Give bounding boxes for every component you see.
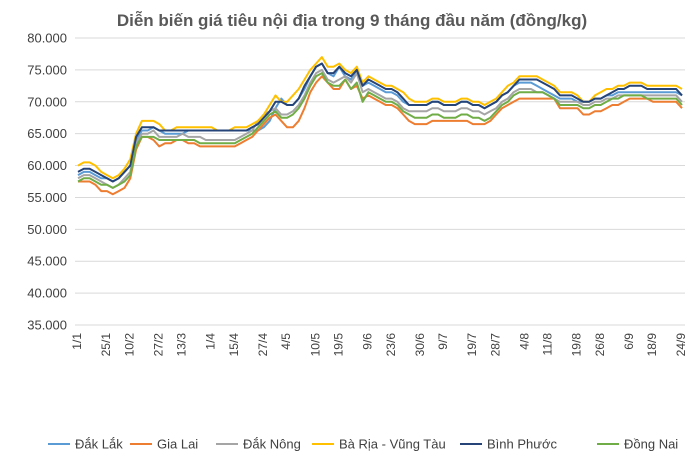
y-tick-label: 75.000 <box>27 62 67 77</box>
x-tick-label: 30/6 <box>413 333 427 357</box>
x-tick-label: 9/7 <box>436 333 450 350</box>
x-tick-label: 1/4 <box>204 333 218 350</box>
x-tick-label: 10/5 <box>308 333 322 357</box>
x-tick-label: 19/8 <box>570 333 584 357</box>
y-tick-label: 45.000 <box>27 254 67 269</box>
legend-item: Đồng Nai <box>597 437 678 452</box>
y-tick-label: 80.000 <box>27 31 67 46</box>
x-tick-label: 19/5 <box>332 333 346 357</box>
x-tick-label: 15/4 <box>227 333 241 357</box>
y-axis-ticks: 35.000 40.000 45.000 50.000 55.000 60.000 65.0… <box>27 31 67 333</box>
series-line-3 <box>77 56 683 180</box>
series-lines <box>77 56 683 196</box>
y-tick-label: 60.000 <box>27 158 67 173</box>
y-tick-label: 50.000 <box>27 222 67 237</box>
x-tick-label: 27/4 <box>256 333 270 357</box>
x-tick-label: 1/1 <box>70 333 84 350</box>
x-tick-label: 9/6 <box>361 333 375 350</box>
y-tick-label: 35.000 <box>27 318 67 333</box>
legend-item: Đắk Lắk <box>48 437 123 452</box>
legend-label: Bà Rịa - Vũng Tàu <box>339 437 446 452</box>
y-tick-label: 40.000 <box>27 286 67 301</box>
y-tick-label: 65.000 <box>27 126 67 141</box>
y-tick-label: 55.000 <box>27 190 67 205</box>
y-tick-label: 70.000 <box>27 94 67 109</box>
x-tick-label: 4/8 <box>517 333 531 350</box>
series-line-4 <box>77 62 683 183</box>
x-tick-label: 19/7 <box>465 333 479 357</box>
x-tick-label: 11/8 <box>541 333 555 356</box>
legend-label: Đồng Nai <box>624 437 678 452</box>
legend-label: Bình Phước <box>487 437 557 452</box>
legend-label: Đắk Nông <box>243 437 301 452</box>
series-line-0 <box>77 62 683 183</box>
legend-item: Bình Phước <box>460 437 557 452</box>
x-tick-label: 28/7 <box>488 333 502 357</box>
legend: Đắk Lắk Gia Lai Đắk Nông Bà Rịa - Vũng Tàu B… <box>48 437 678 452</box>
chart-title: Diễn biến giá tiêu nội địa trong 9 tháng… <box>117 11 587 30</box>
x-tick-label: 6/9 <box>622 333 636 350</box>
x-tick-label: 27/2 <box>151 333 165 357</box>
series-line-5 <box>77 72 683 189</box>
x-tick-label: 25/1 <box>99 333 113 357</box>
series-line-2 <box>77 68 683 189</box>
legend-label: Gia Lai <box>157 437 198 452</box>
legend-item: Gia Lai <box>130 437 198 452</box>
x-tick-label: 13/3 <box>175 333 189 357</box>
legend-item: Bà Rịa - Vũng Tàu <box>312 437 446 452</box>
x-tick-label: 4/5 <box>279 333 293 350</box>
series-line-1 <box>78 75 683 196</box>
x-tick-label: 23/6 <box>384 333 398 357</box>
legend-label: Đắk Lắk <box>75 437 123 452</box>
legend-item: Đắk Nông <box>216 437 301 452</box>
x-tick-label: 18/9 <box>645 333 659 357</box>
x-axis-ticks: 1/1 25/1 10/2 27/2 13/3 1/4 15/4 27/4 4/5 10/5 19/… <box>70 333 688 357</box>
x-tick-label: 26/8 <box>593 333 607 357</box>
gridlines <box>75 37 685 326</box>
x-tick-label: 10/2 <box>122 333 136 357</box>
x-tick-label: 24/9 <box>674 333 688 357</box>
